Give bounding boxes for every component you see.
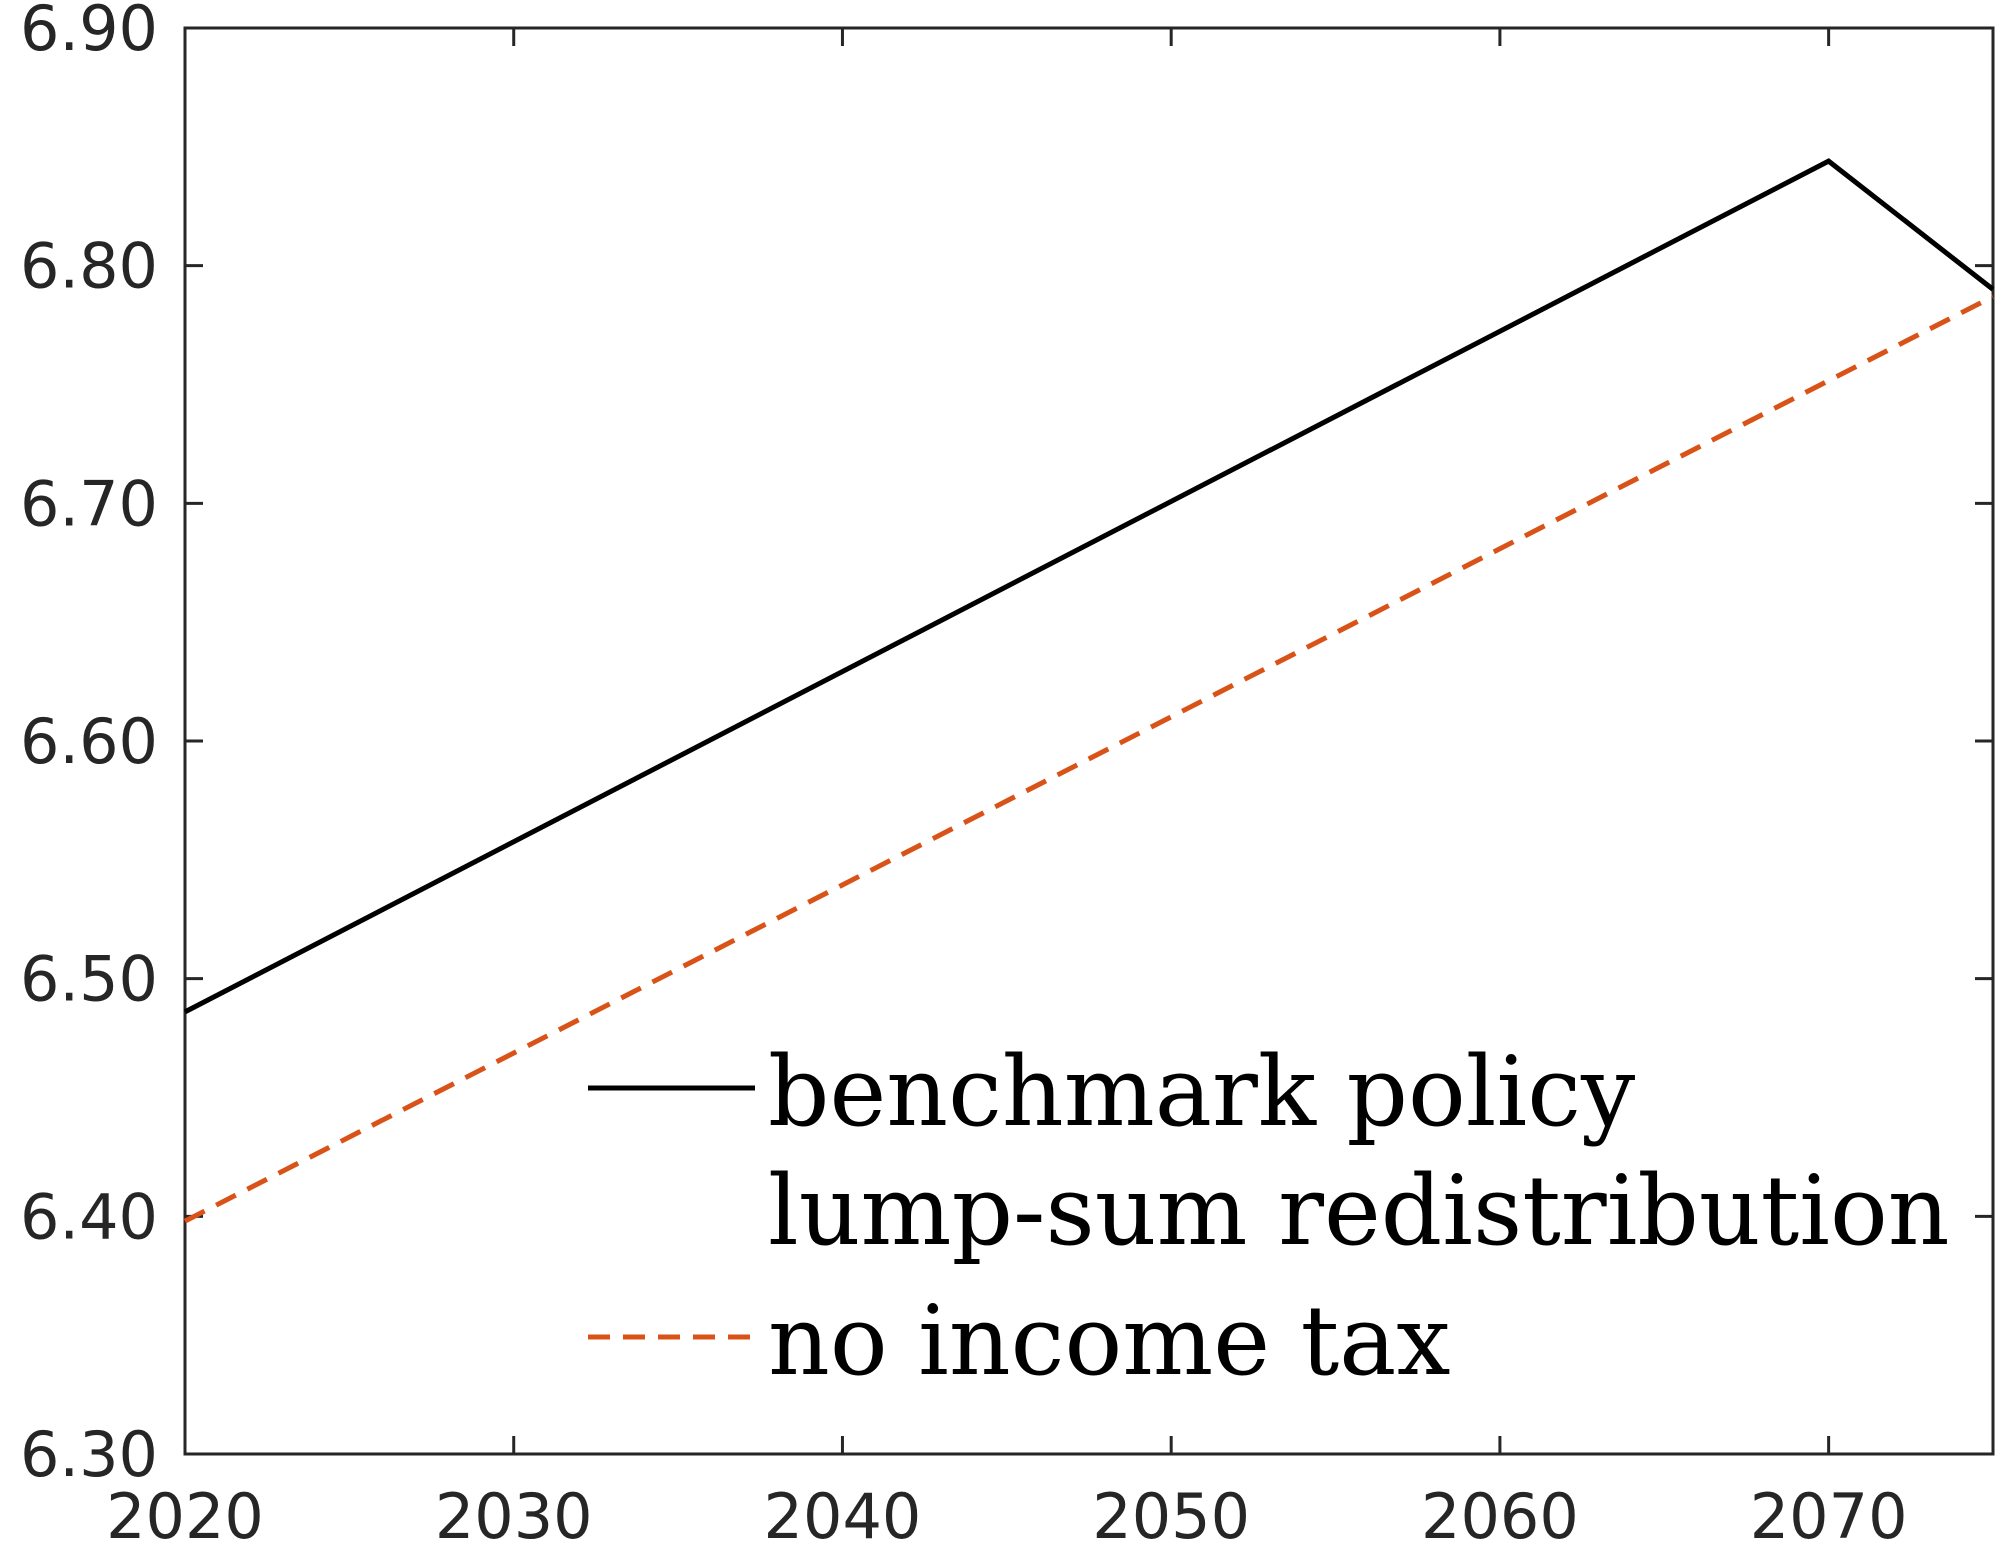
legend-label-1: lump-sum redistribution [768,1155,1950,1267]
legend-label-0: benchmark policy [768,1036,1635,1148]
y-axis: 6.30 6.40 6.50 6.60 6.70 6.80 6.90 [20,0,1993,1491]
x-tick-label: 2040 [764,1480,922,1553]
x-tick-label: 2060 [1421,1480,1579,1553]
x-tick-label: 2070 [1750,1480,1908,1553]
y-tick-label: 6.90 [20,0,158,65]
series-line-2 [183,294,1995,1224]
y-tick-label: 6.70 [20,467,158,540]
y-tick-label: 6.50 [20,943,158,1016]
y-tick-label: 6.60 [20,705,158,778]
x-tick-label: 2050 [1092,1480,1250,1553]
legend-label-2: no income tax [768,1285,1451,1397]
series-group [183,158,1995,1224]
series-line-0 [183,158,1995,1015]
x-tick-label: 2020 [106,1480,264,1553]
y-tick-label: 6.80 [20,230,158,303]
x-tick-label: 2030 [435,1480,593,1553]
x-axis: 2020 2030 2040 2050 2060 2070 [106,28,1908,1553]
y-tick-label: 6.30 [20,1418,158,1491]
y-tick-label: 6.40 [20,1180,158,1253]
